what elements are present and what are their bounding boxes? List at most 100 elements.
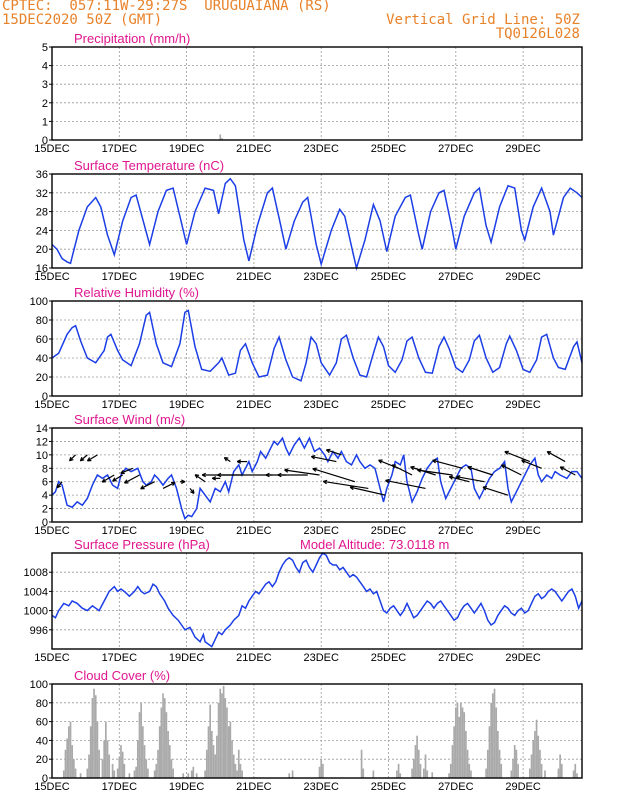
x-tick-label: 17DEC: [102, 525, 138, 537]
cloud-bar: [362, 768, 365, 778]
cloud-bar: [219, 688, 222, 778]
cloud-bar: [217, 702, 220, 778]
y-tick-label: 20: [36, 754, 48, 766]
wind-arrow: [559, 466, 576, 476]
x-tick-label: 27DEC: [438, 271, 474, 283]
x-tick-label: 17DEC: [102, 143, 138, 155]
cloud-bar: [468, 763, 471, 778]
x-tick-label: 17DEC: [102, 781, 138, 793]
wind-arrow: [277, 472, 308, 478]
x-tick-label: 15DEC: [34, 271, 70, 283]
y-tick-label: 0: [42, 135, 48, 147]
x-tick-label: 25DEC: [371, 781, 407, 793]
x-tick-label: 15DEC: [34, 525, 70, 537]
y-tick-label: 0: [42, 773, 48, 785]
cloud-bar: [515, 749, 518, 778]
x-tick-label: 23DEC: [303, 781, 339, 793]
cloud-bar: [106, 740, 109, 778]
series-line: [51, 436, 583, 520]
panel-5: 996 1000 1004 1008 15DEC 17DEC 19DEC 21DEC 23DEC…: [24, 537, 583, 664]
cloud-bar: [232, 754, 235, 778]
series-line: [51, 177, 583, 271]
x-tick-label: 17DEC: [102, 399, 138, 411]
y-tick-label: 100: [30, 679, 48, 691]
wind-arrow: [101, 474, 115, 483]
wind-arrow: [417, 468, 453, 476]
cloud-bar: [534, 731, 536, 778]
y-tick-label: 40: [36, 735, 48, 747]
y-tick-label: 0: [42, 517, 48, 529]
cloud-bar: [168, 745, 171, 778]
wind-arrow: [179, 479, 186, 484]
x-tick-label: 29DEC: [505, 271, 541, 283]
x-tick-label: 19DEC: [169, 781, 205, 793]
cloud-bar: [288, 773, 291, 778]
x-tick-label: 27DEC: [438, 781, 474, 793]
cloud-bar: [207, 726, 210, 778]
x-tick-label: 23DEC: [303, 652, 339, 664]
cloud-bar: [517, 763, 519, 778]
header-date: 15DEC2020 50Z (GMT): [2, 12, 163, 28]
wind-arrow: [325, 448, 342, 456]
wind-arrow: [521, 459, 542, 469]
cloud-bar: [172, 768, 174, 778]
cloud-bar: [291, 770, 294, 778]
x-tick-label: 17DEC: [102, 271, 138, 283]
wind-arrow: [236, 459, 248, 464]
cloud-bar: [237, 749, 240, 778]
wind-arrow: [322, 479, 369, 490]
cloud-bar: [466, 749, 469, 778]
x-tick-label: 25DEC: [371, 399, 407, 411]
y-tick-label: 12: [36, 436, 48, 448]
cloud-bar: [417, 749, 420, 778]
wind-arrow: [223, 456, 231, 463]
cloud-bar: [360, 749, 363, 778]
x-tick-label: 29DEC: [505, 399, 541, 411]
panel-1: 0 1 2 3 4 5 15DEC 17DEC 19DEC 21DEC 23DEC 25DEC 27DE…: [34, 31, 583, 155]
x-tick-label: 15DEC: [34, 143, 70, 155]
model-altitude-label: Model Altitude: 73.0118 m: [300, 537, 449, 552]
x-tick-label: 23DEC: [303, 271, 339, 283]
wind-arrow: [349, 485, 386, 496]
x-tick-label: 25DEC: [371, 271, 407, 283]
cloud-bar: [512, 759, 514, 778]
y-tick-label: 6: [42, 477, 48, 489]
cloud-bar: [192, 766, 195, 778]
cloud-bar: [155, 763, 158, 778]
cloud-bar: [530, 754, 533, 778]
cloud-bar: [69, 721, 72, 778]
cloud-bar: [414, 745, 417, 778]
x-tick-label: 19DEC: [169, 652, 205, 664]
cloud-bar: [71, 745, 74, 778]
wind-arrow: [86, 454, 98, 462]
cloud-bar: [135, 766, 137, 778]
x-tick-label: 21DEC: [236, 525, 272, 537]
cloud-bar: [449, 763, 452, 778]
cloud-bar: [234, 763, 237, 778]
cloud-bar: [116, 768, 119, 778]
cloud-bar: [241, 770, 243, 778]
cloud-bar: [98, 749, 100, 778]
cloud-bar: [451, 745, 454, 778]
cloud-bar: [226, 707, 228, 778]
cloud-bar: [423, 768, 425, 778]
panel-frame: [51, 427, 583, 523]
cloud-bar: [431, 772, 434, 778]
y-tick-label: 0: [42, 391, 48, 403]
y-tick-label: 10: [36, 450, 48, 462]
cloud-bar: [537, 735, 540, 778]
cloud-bar: [231, 740, 233, 778]
cloud-bar: [488, 726, 491, 778]
cloud-bar: [540, 763, 543, 778]
x-tick-label: 23DEC: [303, 143, 339, 155]
cloud-bar: [158, 726, 161, 778]
cloud-bar: [66, 738, 68, 778]
x-tick-label: 15DEC: [34, 399, 70, 411]
cloud-bar: [111, 763, 114, 778]
wind-arrow: [312, 467, 356, 483]
cloud-bar: [419, 763, 422, 778]
panel-frame: [51, 683, 583, 779]
y-tick-label: 5: [42, 42, 48, 54]
cloud-bar: [485, 768, 487, 778]
